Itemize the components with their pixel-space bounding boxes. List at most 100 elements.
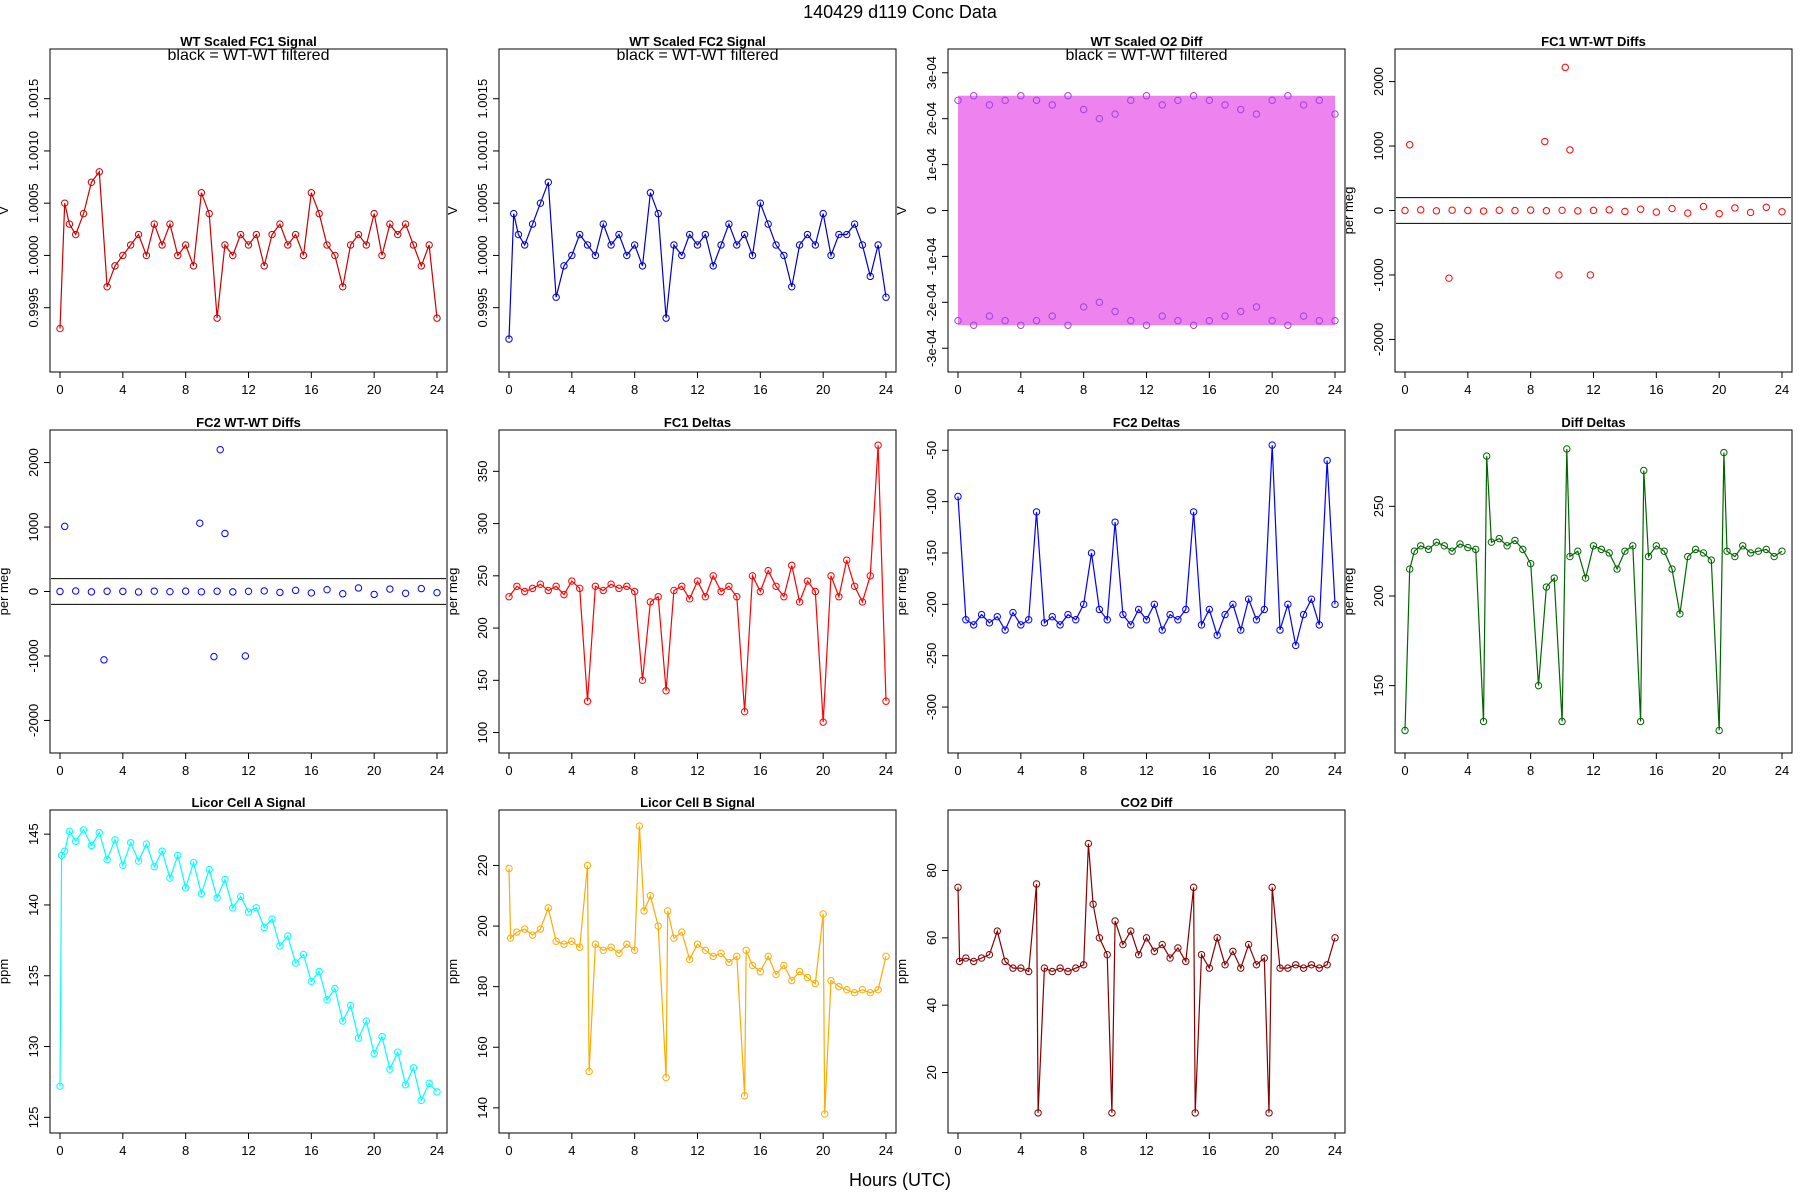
data-point (1511, 206, 1519, 215)
data-point (409, 241, 418, 249)
data-point (1197, 950, 1206, 959)
data-point (1589, 206, 1598, 215)
data-point (1534, 681, 1543, 690)
data-point-upper (1001, 96, 1009, 105)
data-point (1032, 880, 1041, 888)
data-point-lower (1331, 316, 1339, 325)
data-point (61, 847, 69, 855)
data-point (1479, 207, 1488, 215)
y-tick-label: 1.0005 (26, 183, 41, 223)
y-tick-label: 350 (475, 460, 490, 482)
data-point (513, 928, 521, 936)
data-point (709, 572, 717, 580)
data-point (1064, 967, 1072, 976)
data-point (346, 1001, 355, 1010)
data-point (1406, 565, 1414, 573)
data-point-upper (1299, 101, 1308, 109)
data-point-lower (1095, 298, 1104, 307)
data-point (827, 976, 835, 985)
data-point (1213, 631, 1221, 639)
data-point (1746, 549, 1755, 557)
x-tick-label: 0 (1401, 382, 1408, 397)
y-axis-label: per meg (0, 568, 11, 616)
data-point (962, 616, 970, 624)
data-point (560, 940, 568, 948)
data-point (1495, 534, 1503, 543)
data-point (1072, 616, 1080, 624)
plot-area (954, 839, 1339, 1117)
data-point (378, 251, 386, 260)
data-point (615, 949, 623, 958)
x-tick-label: 16 (304, 763, 318, 778)
data-point (1252, 616, 1261, 624)
x-tick-label: 20 (367, 763, 381, 778)
data-point (1636, 205, 1645, 213)
data-point (977, 610, 986, 619)
data-point (1597, 545, 1606, 554)
x-tick-label: 20 (816, 763, 830, 778)
data-point (725, 582, 733, 590)
data-point (788, 283, 796, 291)
x-tick-label: 4 (119, 382, 126, 397)
data-point (370, 1049, 378, 1058)
data-point (740, 1092, 749, 1100)
data-point (1284, 600, 1292, 609)
data-point (103, 855, 111, 864)
data-point (1589, 542, 1598, 550)
data-point (72, 587, 80, 595)
data-point (1189, 508, 1198, 516)
data-point (339, 283, 347, 291)
data-point-lower (1284, 321, 1292, 329)
data-point (229, 904, 237, 912)
data-point (882, 697, 890, 705)
data-point (858, 241, 867, 249)
data-point (150, 587, 158, 595)
y-tick-label: 0.9995 (475, 288, 490, 328)
data-point (1260, 605, 1269, 614)
data-point (670, 586, 678, 595)
data-point (197, 588, 206, 596)
y-tick-label: 40 (924, 998, 939, 1012)
data-point (1197, 621, 1206, 629)
data-point (740, 230, 749, 239)
data-point (575, 943, 584, 951)
data-point (685, 230, 694, 239)
data-point-lower (1205, 316, 1214, 325)
data-point (575, 230, 584, 239)
y-tick-label: -100 (924, 489, 939, 515)
data-point (993, 612, 1001, 621)
data-point (662, 314, 670, 322)
data-point-lower (1174, 316, 1182, 325)
x-tick-label: 0 (505, 382, 512, 397)
data-point (685, 955, 694, 964)
data-point (1001, 957, 1009, 966)
data-point (1720, 448, 1728, 457)
data-point (142, 251, 151, 260)
x-tick-label: 8 (1527, 763, 1534, 778)
outlier-point (196, 519, 204, 527)
data-point (1754, 547, 1763, 555)
data-point (1087, 549, 1096, 557)
data-point (433, 314, 441, 322)
data-point (505, 864, 513, 873)
x-tick-label: 8 (182, 382, 189, 397)
data-point (174, 251, 182, 260)
data-point (1229, 600, 1237, 609)
data-point (1095, 934, 1104, 942)
data-point-upper (1048, 101, 1056, 109)
data-point (1471, 545, 1480, 554)
data-point (1040, 619, 1049, 627)
data-point (977, 954, 986, 962)
data-point (764, 566, 772, 575)
outlier-point (1586, 271, 1595, 279)
y-tick-label: 150 (1371, 675, 1386, 697)
data-point (1213, 934, 1221, 942)
data-point (772, 582, 780, 590)
chart-subtitle: black = WT-WT filtered (617, 47, 779, 64)
x-tick-label: 8 (1527, 382, 1534, 397)
data-point (560, 262, 568, 270)
data-point (244, 908, 253, 916)
data-point (717, 949, 725, 958)
chart-title: Licor Cell A Signal (192, 795, 306, 810)
y-axis-label: V (0, 206, 11, 215)
